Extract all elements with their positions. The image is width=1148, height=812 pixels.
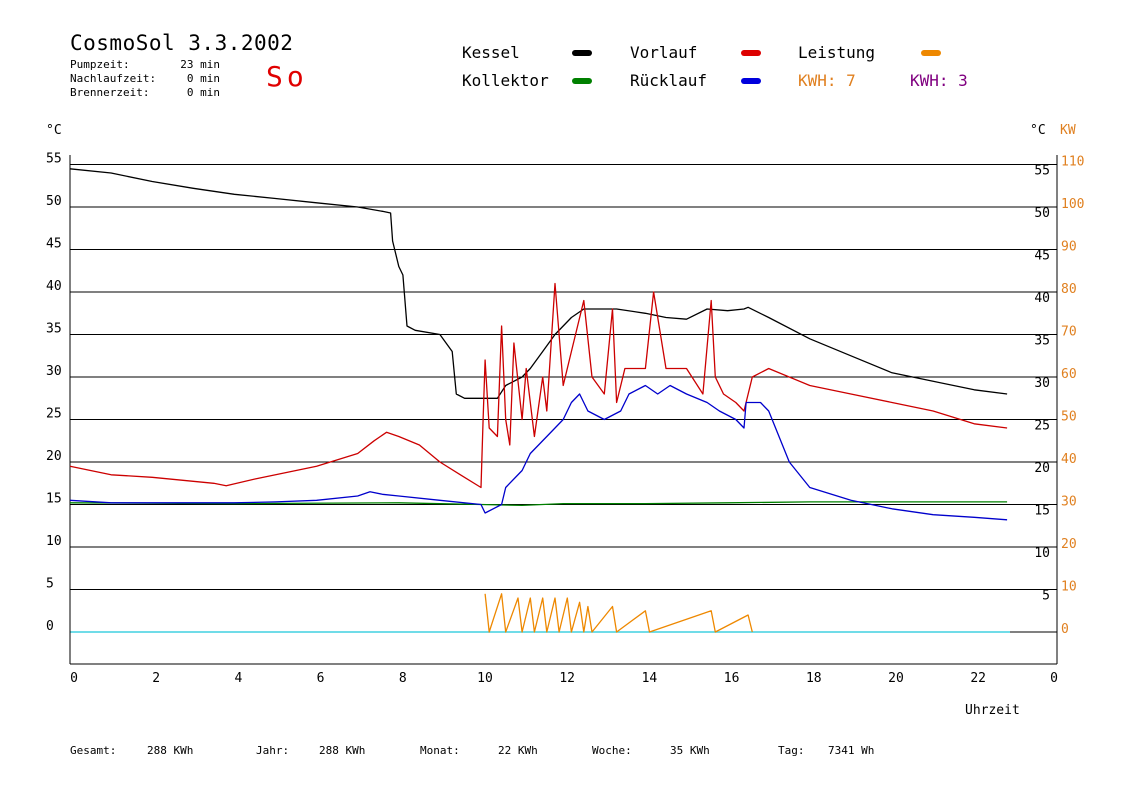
footer-tag-value: 7341 Wh [828, 744, 875, 757]
footer-woche-value: 35 KWh [670, 744, 710, 757]
y-tick-label-kw: 70 [1061, 325, 1077, 340]
x-tick-label: 0 [70, 671, 78, 686]
legend-leistung-label: Leistung [798, 43, 876, 62]
chart-axes [69, 155, 1058, 665]
legend-leistung-swatch [921, 50, 941, 56]
footer-monat-value: 22 KWh [498, 744, 538, 757]
y-axis-label-right-kw: KW [1060, 123, 1076, 138]
y-tick-label-left: 20 [46, 449, 62, 464]
stat-value: 23 min [180, 58, 220, 71]
stat-value: 0 min [186, 72, 220, 85]
stat-label: Pumpzeit: [70, 58, 130, 71]
y-axis-label-left: °C [46, 123, 62, 138]
series-line-kollektor [69, 501, 1008, 507]
legend-kollektor-swatch [572, 78, 592, 84]
y-axis-label-right: °C [1030, 123, 1046, 138]
grid-lines [70, 164, 1057, 633]
y-tick-label-left: 40 [46, 279, 62, 294]
stat-brennerzeit: Brennerzeit: 0 min [70, 86, 220, 99]
legend-vorlauf-label: Vorlauf [630, 43, 698, 62]
y-tick-label-kw: 0 [1061, 622, 1069, 637]
x-tick-label: 6 [317, 671, 325, 686]
y-tick-label-left: 50 [46, 194, 62, 209]
y-tick-label-right: 55 [1034, 164, 1050, 179]
legend-ruecklauf-swatch [741, 78, 761, 84]
y-tick-label-left: 15 [46, 492, 62, 507]
y-tick-label-left: 0 [46, 619, 54, 634]
stat-label: Brennerzeit: [70, 86, 150, 99]
y-tick-label-left: 45 [46, 237, 62, 252]
stat-value: 0 min [186, 86, 220, 99]
y-tick-label-right: 10 [1034, 546, 1050, 561]
footer-jahr-label: Jahr: [256, 744, 290, 757]
data-series [69, 168, 1008, 633]
y-tick-label-left: 10 [46, 534, 62, 549]
y-tick-label-right: 40 [1034, 291, 1050, 306]
footer-tag-label: Tag: [778, 744, 805, 757]
y-tick-label-kw: 110 [1061, 155, 1084, 170]
y-tick-label-left: 5 [46, 577, 54, 592]
y-tick-label-kw: 10 [1061, 580, 1077, 595]
y-tick-label-left: 30 [46, 364, 62, 379]
x-tick-label: 22 [970, 671, 986, 686]
x-tick-label: 0 [1050, 671, 1058, 686]
footer-jahr-value: 288 KWh [319, 744, 366, 757]
y-tick-label-kw: 100 [1061, 197, 1084, 212]
series-line-leistung [484, 593, 753, 633]
x-tick-label: 16 [724, 671, 740, 686]
y-tick-label-right: 20 [1034, 461, 1050, 476]
y-tick-label-kw: 30 [1061, 495, 1077, 510]
stat-label: Nachlaufzeit: [70, 72, 157, 85]
weekday-label: So [266, 60, 308, 93]
legend-kessel-swatch [572, 50, 592, 56]
y-tick-label-right: 15 [1034, 504, 1050, 519]
y-tick-label-right: 25 [1034, 419, 1050, 434]
y-tick-label-right: 50 [1034, 206, 1050, 221]
x-tick-label: 12 [559, 671, 575, 686]
series-line-rcklauf [69, 384, 1008, 521]
x-tick-label: 18 [806, 671, 822, 686]
x-tick-label: 8 [399, 671, 407, 686]
x-axis-label: Uhrzeit [965, 703, 1020, 718]
x-tick-label: 4 [234, 671, 242, 686]
y-tick-label-right: 35 [1034, 334, 1050, 349]
legend-ruecklauf-label: Rücklauf [630, 71, 708, 90]
stats-block: Pumpzeit: 23 min Nachlaufzeit: 0 min Bre… [70, 58, 220, 99]
legend-kollektor-label: Kollektor [462, 71, 549, 90]
series-line-vorlauf [69, 282, 1008, 489]
x-tick-label: 2 [152, 671, 160, 686]
x-tick-label: 10 [477, 671, 493, 686]
legend-kwh-purple: KWH: 3 [910, 71, 968, 90]
tick-labels: 0510152025303540455055510152025303540455… [46, 152, 1084, 687]
legend-vorlauf-swatch [741, 50, 761, 56]
y-tick-label-right: 5 [1042, 589, 1050, 604]
legend-kessel-label: Kessel [462, 43, 520, 62]
y-tick-label-right: 45 [1034, 249, 1050, 264]
x-tick-label: 20 [888, 671, 904, 686]
y-tick-label-kw: 50 [1061, 410, 1077, 425]
x-tick-label: 14 [642, 671, 658, 686]
footer-woche-label: Woche: [592, 744, 632, 757]
y-tick-label-kw: 40 [1061, 452, 1077, 467]
footer-gesamt-value: 288 KWh [147, 744, 194, 757]
y-tick-label-left: 55 [46, 152, 62, 167]
footer-monat-label: Monat: [420, 744, 460, 757]
y-tick-label-kw: 90 [1061, 240, 1077, 255]
y-tick-label-kw: 60 [1061, 367, 1077, 382]
y-tick-label-left: 25 [46, 407, 62, 422]
y-tick-label-left: 35 [46, 322, 62, 337]
legend-kwh-orange: KWH: 7 [798, 71, 856, 90]
footer-gesamt-label: Gesamt: [70, 744, 117, 757]
page-title: CosmoSol 3.3.2002 [70, 31, 294, 55]
stat-nachlaufzeit: Nachlaufzeit: 0 min [70, 72, 220, 85]
stat-pumpzeit: Pumpzeit: 23 min [70, 58, 220, 71]
y-tick-label-right: 30 [1034, 376, 1050, 391]
series-line-kessel [69, 168, 1008, 399]
y-tick-label-kw: 20 [1061, 537, 1077, 552]
y-tick-label-kw: 80 [1061, 282, 1077, 297]
